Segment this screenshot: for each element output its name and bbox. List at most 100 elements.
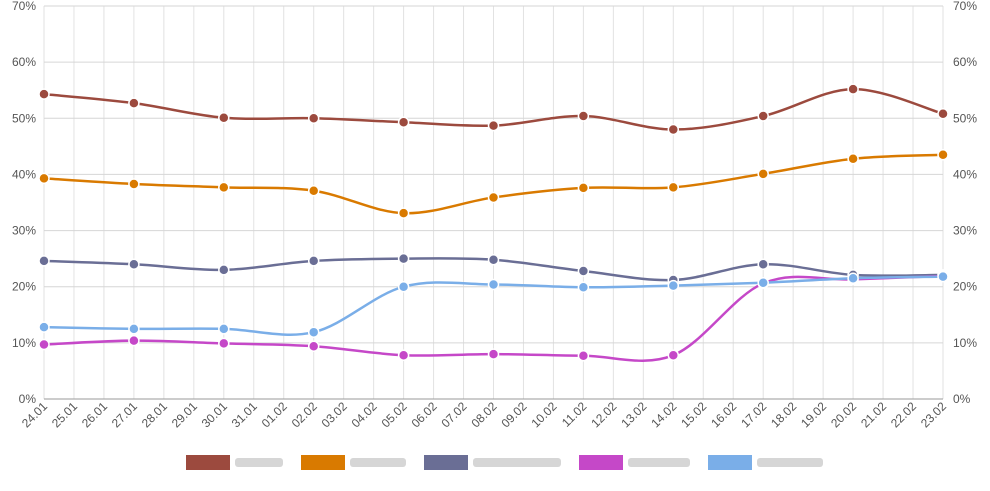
legend-label-obscured [473,458,561,467]
data-point[interactable] [577,182,590,194]
data-point[interactable] [218,323,230,335]
data-point[interactable] [218,337,230,350]
x-tick-label: 29.01 [169,399,200,430]
data-point[interactable] [38,255,50,267]
legend-item-2[interactable] [301,455,406,470]
x-tick-label: 18.02 [768,399,799,430]
legend-swatch [301,455,345,470]
y-tick-label-left: 60% [12,55,36,69]
y-tick-label-right: 20% [953,280,977,294]
data-point[interactable] [128,97,140,109]
x-tick-label: 08.02 [468,399,499,430]
y-tick-label-left: 40% [12,167,36,181]
data-point[interactable] [667,123,680,136]
data-point[interactable] [218,264,230,276]
data-point[interactable] [757,258,769,271]
legend-item-3[interactable] [424,455,561,470]
x-tick-label: 15.02 [678,399,709,430]
data-point[interactable] [307,112,320,125]
y-tick-label-right: 60% [953,55,977,69]
series-1 [38,83,949,136]
legend-label-obscured [235,458,283,467]
legend-item-5[interactable] [708,455,823,470]
data-point[interactable] [397,349,410,361]
data-point[interactable] [218,111,230,124]
x-tick-label: 11.02 [559,399,590,430]
x-tick-label: 13.02 [618,399,649,430]
data-point[interactable] [38,338,50,351]
data-point[interactable] [487,254,500,266]
data-point[interactable] [128,334,140,347]
data-point[interactable] [38,88,50,100]
x-tick-label: 25.01 [49,399,80,430]
data-point[interactable] [397,116,410,128]
data-point[interactable] [757,277,769,289]
x-tick-label: 01.02 [259,399,290,430]
y-axis-right: 0% 10% 20% 30% 40% 50% 60% 70% [953,0,977,406]
x-tick-label: 04.02 [349,399,380,430]
x-tick-label: 12.02 [588,399,619,430]
data-point[interactable] [397,280,410,293]
series-2 [38,149,949,219]
data-point[interactable] [487,191,500,204]
y-tick-label-left: 30% [12,224,36,238]
x-tick-label: 22.02 [888,399,919,430]
x-tick-label: 26.01 [79,399,110,430]
data-point[interactable] [38,172,50,185]
data-point[interactable] [307,326,320,338]
x-tick-label: 17.02 [738,399,769,430]
data-point[interactable] [128,258,140,271]
data-point[interactable] [307,255,320,267]
x-tick-label: 09.02 [498,399,529,430]
series-5 [38,270,949,338]
x-tick-label: 19.02 [798,399,829,430]
data-point[interactable] [577,350,590,362]
y-tick-label-left: 50% [12,111,36,125]
data-point[interactable] [847,83,859,95]
data-point[interactable] [577,281,590,294]
data-point[interactable] [397,252,410,265]
x-tick-label: 05.02 [379,399,410,430]
x-tick-label: 23.02 [918,399,949,430]
data-point[interactable] [667,181,680,194]
data-point[interactable] [307,184,320,197]
x-tick-label: 31.01 [229,399,260,430]
data-point[interactable] [128,178,140,190]
data-point[interactable] [487,348,500,360]
data-point[interactable] [847,152,859,165]
x-tick-label: 30.01 [199,399,230,430]
data-point[interactable] [667,279,680,292]
data-point[interactable] [487,278,500,291]
data-point[interactable] [937,108,949,120]
legend-label-obscured [350,458,406,467]
legend[interactable] [186,455,823,470]
legend-item-4[interactable] [579,455,690,470]
legend-swatch [186,455,230,470]
x-tick-label: 16.02 [708,399,739,430]
x-tick-label: 07.02 [439,399,470,430]
data-point[interactable] [397,207,410,219]
legend-item-1[interactable] [186,455,283,470]
data-point[interactable] [128,323,140,335]
data-point[interactable] [937,149,949,161]
y-tick-label-left: 10% [12,336,36,350]
data-point[interactable] [38,321,50,333]
data-point[interactable] [307,340,320,352]
data-point[interactable] [757,168,769,180]
data-point[interactable] [577,110,590,122]
legend-swatch [424,455,468,470]
data-point[interactable] [577,265,590,277]
data-point[interactable] [218,181,230,194]
data-point[interactable] [937,270,949,283]
y-tick-label-left: 20% [12,280,36,294]
x-tick-label: 02.02 [289,399,320,430]
data-point[interactable] [667,349,680,361]
data-point[interactable] [487,119,500,132]
x-tick-label: 14.02 [648,399,679,430]
x-tick-label: 06.02 [409,399,440,430]
y-axis-left: 0% 10% 20% 30% 40% 50% 60% 70% [12,0,36,406]
data-point[interactable] [847,272,859,285]
data-point[interactable] [757,110,769,122]
